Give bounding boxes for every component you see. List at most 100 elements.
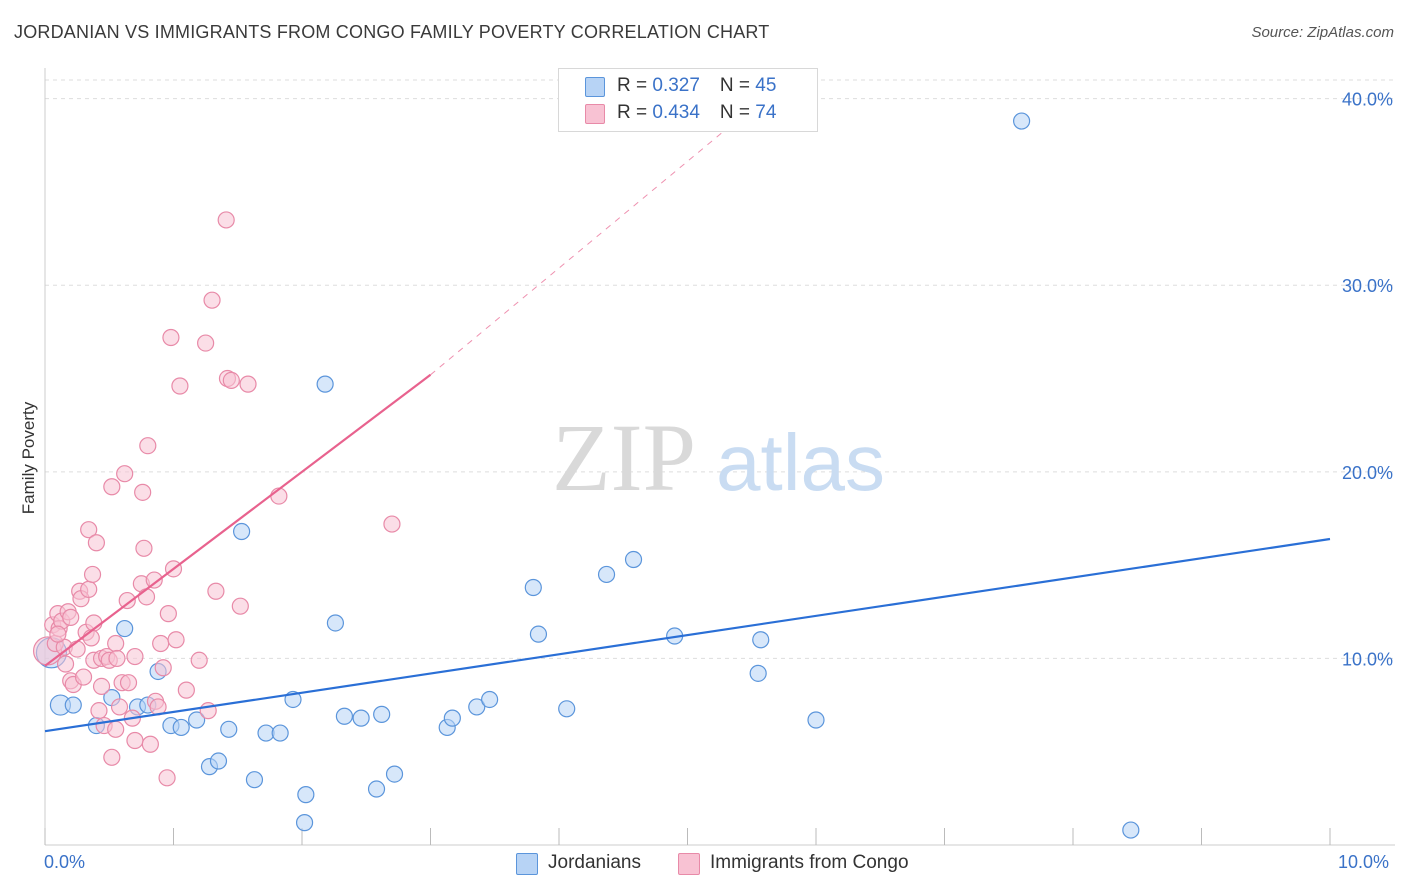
jordanians-point xyxy=(558,700,576,718)
jordanians-point xyxy=(373,705,391,723)
congo-point xyxy=(177,681,195,699)
y-axis-label: Family Poverty xyxy=(19,401,38,514)
y-tick-label: 10.0% xyxy=(1342,649,1393,669)
congo-point xyxy=(239,375,257,393)
trend-lines xyxy=(44,107,1331,733)
watermark-zip: ZIP xyxy=(552,404,696,511)
congo-point xyxy=(190,651,208,669)
y-tick-label: 20.0% xyxy=(1342,463,1393,483)
congo-point xyxy=(107,720,125,738)
congo-point xyxy=(103,478,121,496)
jordanians-point xyxy=(529,625,548,643)
x-tick-label-left: 0.0% xyxy=(44,852,86,872)
congo-trend-line xyxy=(44,373,432,667)
watermark-atlas: atlas xyxy=(716,418,885,507)
jordanians-point xyxy=(233,522,251,541)
jordanians-point xyxy=(297,786,315,804)
congo-point xyxy=(141,735,159,753)
jordanians-point xyxy=(624,550,643,569)
congo-point xyxy=(108,649,126,668)
jordanians-point xyxy=(295,814,314,832)
congo-point xyxy=(152,634,170,653)
congo-point xyxy=(80,521,98,539)
jordanians-point xyxy=(468,698,486,716)
n-value: 74 xyxy=(755,102,777,123)
jordanians-point xyxy=(220,720,238,738)
legend-swatch-blue xyxy=(516,853,538,875)
congo-point xyxy=(159,605,177,623)
legend-swatch-pink xyxy=(678,853,700,875)
legend-swatch-blue xyxy=(585,77,605,97)
congo-point xyxy=(231,597,249,615)
jordanians-point xyxy=(326,614,345,632)
congo-point xyxy=(80,580,98,598)
congo-point xyxy=(83,565,102,584)
n-label: N = xyxy=(719,75,756,96)
congo-point xyxy=(222,371,240,390)
jordanians-point xyxy=(597,565,616,584)
congo-point xyxy=(90,702,108,720)
source-label: Source: ZipAtlas.com xyxy=(1251,24,1394,41)
jordanians-point xyxy=(1122,821,1140,839)
congo-point xyxy=(118,591,136,610)
r-value: 0.327 xyxy=(652,75,700,96)
legend-label: Jordanians xyxy=(548,852,641,873)
r-label: R = xyxy=(617,75,653,96)
correlation-legend: R = 0.327 N = 45 R = 0.434 N = 74 xyxy=(558,68,818,132)
congo-point xyxy=(126,731,144,750)
axes xyxy=(44,68,1395,846)
congo-point xyxy=(74,668,93,686)
congo-trend-extension xyxy=(430,107,753,376)
y-tick-labels: 10.0% 20.0% 30.0% 40.0% xyxy=(1342,90,1393,670)
legend-stats: R = 0.434 N = 74 xyxy=(617,102,776,124)
jordanians-point xyxy=(335,707,354,725)
congo-point xyxy=(167,631,185,649)
congo-point xyxy=(116,465,134,483)
legend-stats: R = 0.327 N = 45 xyxy=(617,75,776,97)
jordanians-point xyxy=(807,711,825,729)
jordanians-point xyxy=(245,771,264,789)
jordanians-point xyxy=(64,696,82,714)
jordanians-point xyxy=(1012,112,1031,130)
congo-point xyxy=(383,515,401,533)
congo-point xyxy=(103,748,121,766)
jordanians-point xyxy=(524,578,542,597)
jordanians-point xyxy=(188,711,206,729)
congo-point xyxy=(92,677,111,696)
congo-point xyxy=(203,291,221,309)
congo-point xyxy=(207,582,225,600)
jordanians-point xyxy=(209,752,228,770)
jordanians-point xyxy=(443,709,461,727)
jordanians-point xyxy=(749,664,767,682)
congo-point xyxy=(56,655,75,673)
jordanians-point xyxy=(385,765,404,783)
congo-point xyxy=(139,437,157,455)
jordanians-point xyxy=(271,724,289,742)
congo-point xyxy=(217,211,235,229)
congo-point xyxy=(134,483,152,501)
congo-point xyxy=(171,377,189,395)
congo-point xyxy=(197,334,215,352)
r-label: R = xyxy=(617,102,653,123)
congo-point xyxy=(154,659,172,677)
congo-point xyxy=(107,634,125,653)
n-label: N = xyxy=(719,102,756,123)
legend-swatch-pink xyxy=(585,104,605,124)
congo-point xyxy=(158,769,176,787)
jordanians-point xyxy=(116,619,134,638)
congo-point xyxy=(126,647,144,666)
congo-point xyxy=(162,328,180,347)
congo-point xyxy=(62,608,80,626)
jordanians-point xyxy=(367,780,386,798)
r-value: 0.434 xyxy=(652,102,700,123)
jordanians-point xyxy=(481,690,499,709)
n-value: 45 xyxy=(755,75,777,96)
congo-point xyxy=(145,571,163,589)
congo-point xyxy=(49,625,67,643)
y-tick-label: 40.0% xyxy=(1342,90,1393,110)
jordanians-trend-line xyxy=(44,537,1331,733)
chart-title: JORDANIAN VS IMMIGRANTS FROM CONGO FAMIL… xyxy=(14,22,770,42)
congo-point xyxy=(110,698,129,716)
x-tick-label-right: 10.0% xyxy=(1338,852,1390,872)
